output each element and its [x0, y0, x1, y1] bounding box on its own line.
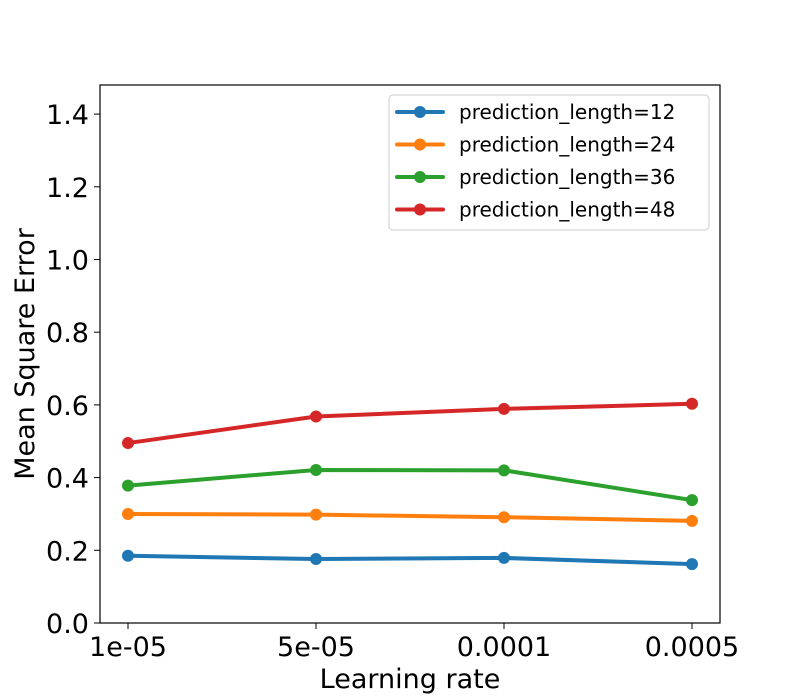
data-point: [686, 494, 698, 507]
legend-marker: [414, 138, 426, 151]
legend-marker: [414, 171, 426, 183]
y-tick-label: 0.4: [46, 464, 89, 495]
legend-marker: [414, 203, 426, 216]
y-tick-label: 0.8: [46, 318, 89, 349]
data-point: [122, 549, 134, 562]
data-point: [310, 410, 322, 423]
legend-box: [388, 94, 710, 231]
series-line: [126, 401, 694, 446]
y-tick-label: 1.2: [46, 173, 89, 204]
series-1: [122, 549, 698, 571]
y-axis-title: Mean Square Error: [10, 227, 41, 479]
legend-marker: [414, 106, 426, 118]
data-point: [310, 508, 322, 521]
data-point: [498, 551, 510, 564]
y-tick-label: 0.2: [46, 536, 89, 567]
legend-label: prediction_length=36: [459, 165, 675, 189]
series-2: [122, 507, 698, 527]
legend-label: prediction_length=12: [459, 100, 675, 124]
y-tick-label: 1.4: [46, 100, 89, 131]
x-tick-label: 5e-05: [277, 632, 355, 663]
data-point: [686, 397, 698, 410]
y-tick-label: 1.0: [46, 245, 89, 276]
series-line: [126, 467, 694, 503]
x-tick-label: 1e-05: [89, 632, 167, 663]
data-point: [122, 437, 134, 450]
data-point: [498, 464, 510, 477]
legend-label: prediction_length=48: [459, 198, 675, 222]
series-4: [122, 397, 698, 450]
data-point: [122, 479, 134, 492]
y-tick-label: 0.0: [46, 609, 89, 640]
x-tick-label: 0.0001: [457, 632, 551, 663]
legend-label: prediction_length=24: [459, 133, 675, 157]
x-tick-label: 0.0005: [645, 632, 739, 663]
y-axis: 0.0 0.2 0.4 0.6 0.8 1.0 1.2 1.4: [46, 100, 100, 640]
y-tick-label: 0.6: [46, 391, 89, 422]
data-point: [310, 553, 322, 566]
legend-item: prediction_length=24: [395, 133, 675, 157]
plot-frame: [99, 84, 721, 624]
legend-item: prediction_length=48: [395, 198, 675, 222]
series-line: [126, 511, 694, 523]
data-point: [686, 514, 698, 527]
data-point: [122, 507, 134, 520]
data-point: [310, 463, 322, 476]
series-3: [122, 463, 698, 507]
series-layer: [122, 397, 698, 571]
data-point: [498, 511, 510, 524]
x-axis: 1e-05 5e-05 0.0001 0.0005: [89, 623, 739, 663]
legend-item: prediction_length=36: [395, 165, 675, 189]
x-axis-title: Learning rate: [320, 664, 501, 695]
legend-item: prediction_length=12: [395, 100, 675, 124]
legend: prediction_length=12 prediction_length=24…: [388, 94, 710, 231]
data-point: [686, 558, 698, 571]
data-point: [498, 402, 510, 415]
series-line: [126, 553, 694, 567]
